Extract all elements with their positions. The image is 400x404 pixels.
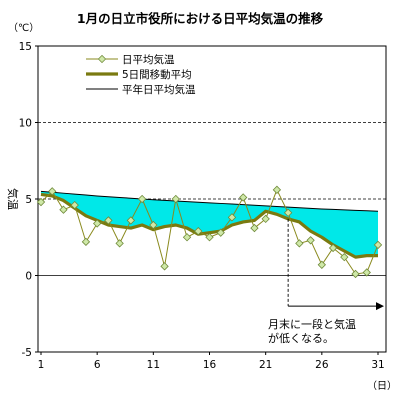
y-tick-label: 10: [19, 118, 32, 130]
data-point: [115, 239, 124, 248]
data-point: [205, 233, 214, 242]
data-point: [160, 262, 169, 271]
y-tick-label: 5: [25, 194, 32, 206]
x-tick-label: 16: [203, 359, 217, 371]
x-tick-label: 6: [94, 359, 101, 371]
data-point: [149, 220, 158, 230]
data-point: [36, 197, 46, 207]
data-point: [283, 208, 293, 217]
annotation-text: が低くなる。: [268, 331, 334, 345]
data-point: [340, 252, 349, 262]
data-point: [93, 219, 102, 228]
data-point: [295, 239, 304, 248]
data-point: [328, 243, 338, 253]
legend-label: 平年日平均気温: [122, 83, 196, 96]
y-tick-label: 0: [25, 271, 32, 283]
series-line: [40, 190, 379, 212]
data-point: [362, 268, 371, 277]
x-tick-label: 31: [371, 359, 384, 371]
legend-label: 5日間移動平均: [122, 68, 192, 81]
x-tick-label: 1: [38, 359, 45, 371]
data-point: [306, 236, 315, 245]
data-point: [70, 200, 79, 210]
data-point: [351, 269, 360, 279]
x-unit-label: （日）: [367, 380, 397, 392]
data-point: [261, 214, 270, 224]
chart-title: 1月の日立市役所における日平均気温の推移: [77, 11, 324, 26]
data-point: [48, 187, 57, 196]
data-markers: [36, 185, 383, 279]
data-point: [216, 228, 225, 237]
data-point: [126, 216, 136, 225]
y-axis-label: 気温: [6, 188, 20, 210]
data-point: [81, 237, 91, 247]
data-point: [137, 194, 147, 204]
annotation-arrow-head: [376, 302, 384, 311]
data-point: [317, 260, 326, 269]
data-point: [250, 223, 259, 233]
x-tick-label: 26: [315, 359, 329, 371]
data-point: [239, 193, 248, 202]
y-unit-label: （℃）: [8, 22, 39, 34]
y-tick-label: -5: [22, 347, 32, 359]
legend-marker: [97, 54, 107, 64]
data-point: [373, 240, 383, 250]
data-point: [182, 233, 192, 242]
data-point: [194, 226, 203, 236]
data-point: [227, 213, 237, 222]
data-point: [171, 194, 180, 204]
fill-area: [41, 191, 378, 258]
x-tick-label: 11: [147, 359, 160, 371]
data-point: [59, 205, 68, 214]
x-tick-label: 21: [259, 359, 272, 371]
data-point: [272, 185, 282, 194]
fill-between-area: [41, 191, 378, 258]
y-tick-label: 15: [19, 41, 32, 53]
annotation-text: 月末に一段と気温: [268, 317, 356, 331]
data-point: [104, 216, 113, 225]
legend-label: 日平均気温: [122, 53, 175, 66]
